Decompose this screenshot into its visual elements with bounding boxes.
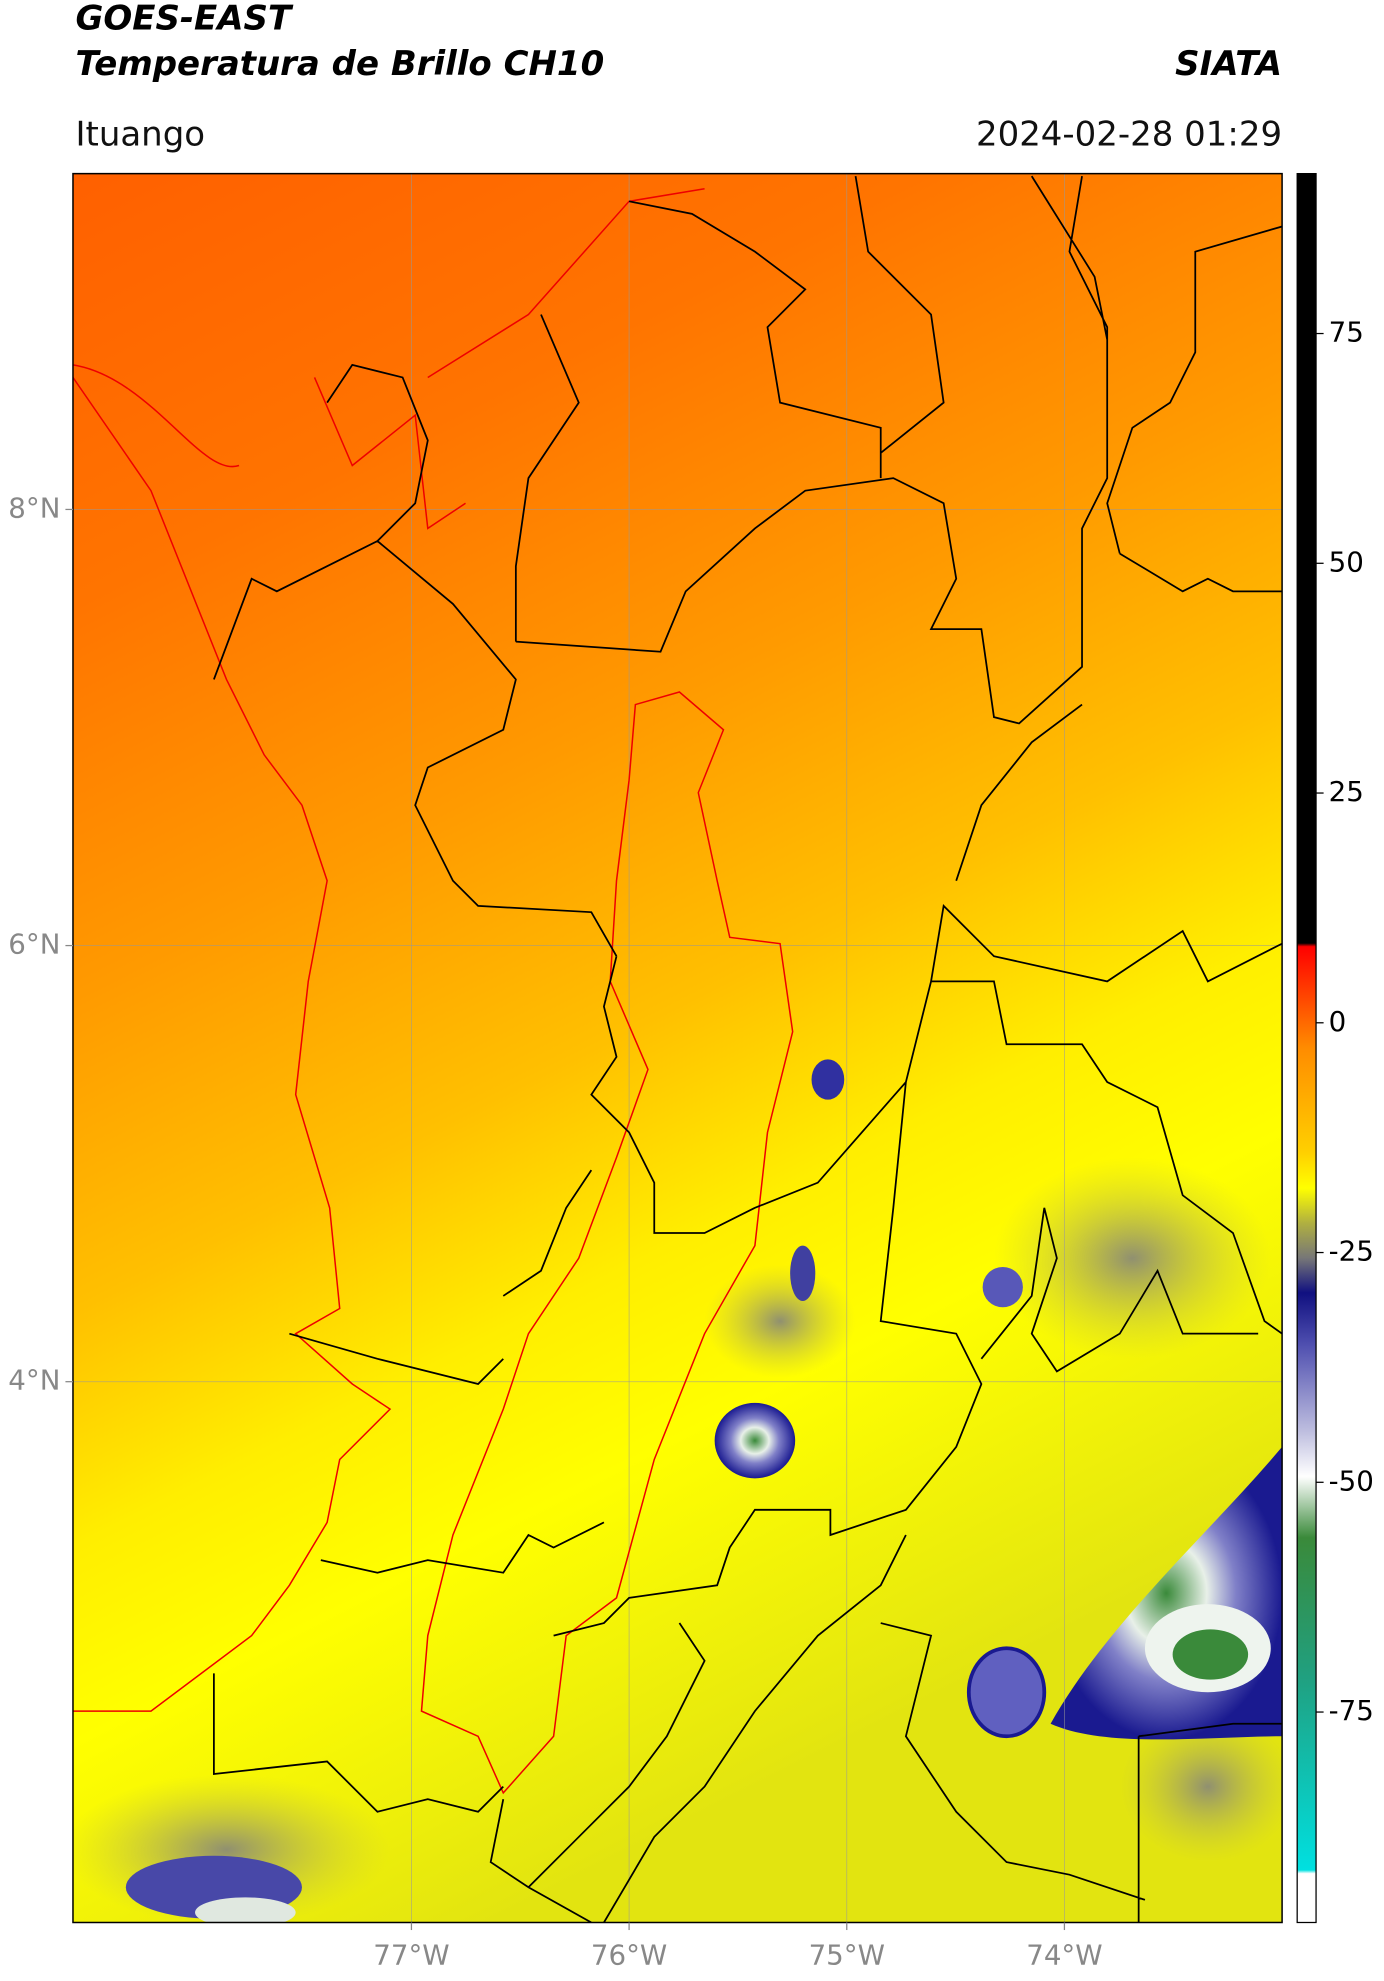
storm-cell [982, 1266, 1023, 1308]
storm-cell [714, 1402, 796, 1479]
colorbar-tick-label: 25 [1329, 775, 1364, 808]
colorbar-tick-label: -75 [1329, 1694, 1374, 1727]
cloud [1119, 1711, 1283, 1863]
subtitle: Temperatura de Brillo CH10 [75, 44, 604, 84]
source: SIATA [1175, 44, 1282, 84]
labels: 77°W 76°W 75°W 74°W 4°N 6°N 8°N -75 -50 -25 0 25 50 7… [8, 316, 1374, 1972]
border [1106, 225, 1283, 593]
storm-cell [966, 1646, 1047, 1739]
x-tick-label: 75°W [809, 1938, 885, 1971]
map-frame [72, 172, 1283, 1924]
colorbar-tick-label: -25 [1329, 1235, 1374, 1268]
storm-cell [195, 1897, 296, 1923]
basin-outline [420, 691, 794, 1795]
y-tick-label: 6°N [8, 928, 60, 961]
x-tick-label: 74°W [1026, 1938, 1102, 1971]
x-tick-label: 77°W [373, 1938, 449, 1971]
x-tick-label: 76°W [591, 1938, 667, 1971]
colorbar [1296, 172, 1317, 1924]
map-image [72, 173, 1283, 1923]
location: Ituango [75, 114, 205, 154]
y-tick-label: 8°N [8, 491, 60, 524]
border [213, 175, 1283, 1923]
map-background [72, 173, 1283, 1923]
storm-cell [811, 1059, 845, 1100]
colorbar-tick-label: -50 [1329, 1464, 1374, 1497]
colorbar-tick-label: 75 [1329, 316, 1364, 349]
colorbar-tick-label: 0 [1329, 1005, 1347, 1038]
y-tick-label: 4°N [8, 1364, 60, 1397]
storm-core [1172, 1629, 1249, 1680]
cloud [993, 1157, 1271, 1359]
graticule [72, 173, 1283, 1923]
title: GOES-EAST [75, 0, 293, 39]
datetime: 2024-02-28 01:29 [976, 114, 1282, 154]
colorbar-tick-label: 50 [1329, 545, 1364, 578]
coastline [313, 187, 705, 530]
storm-cell [790, 1245, 816, 1301]
cloud [704, 1264, 856, 1378]
coastline [72, 364, 392, 1712]
